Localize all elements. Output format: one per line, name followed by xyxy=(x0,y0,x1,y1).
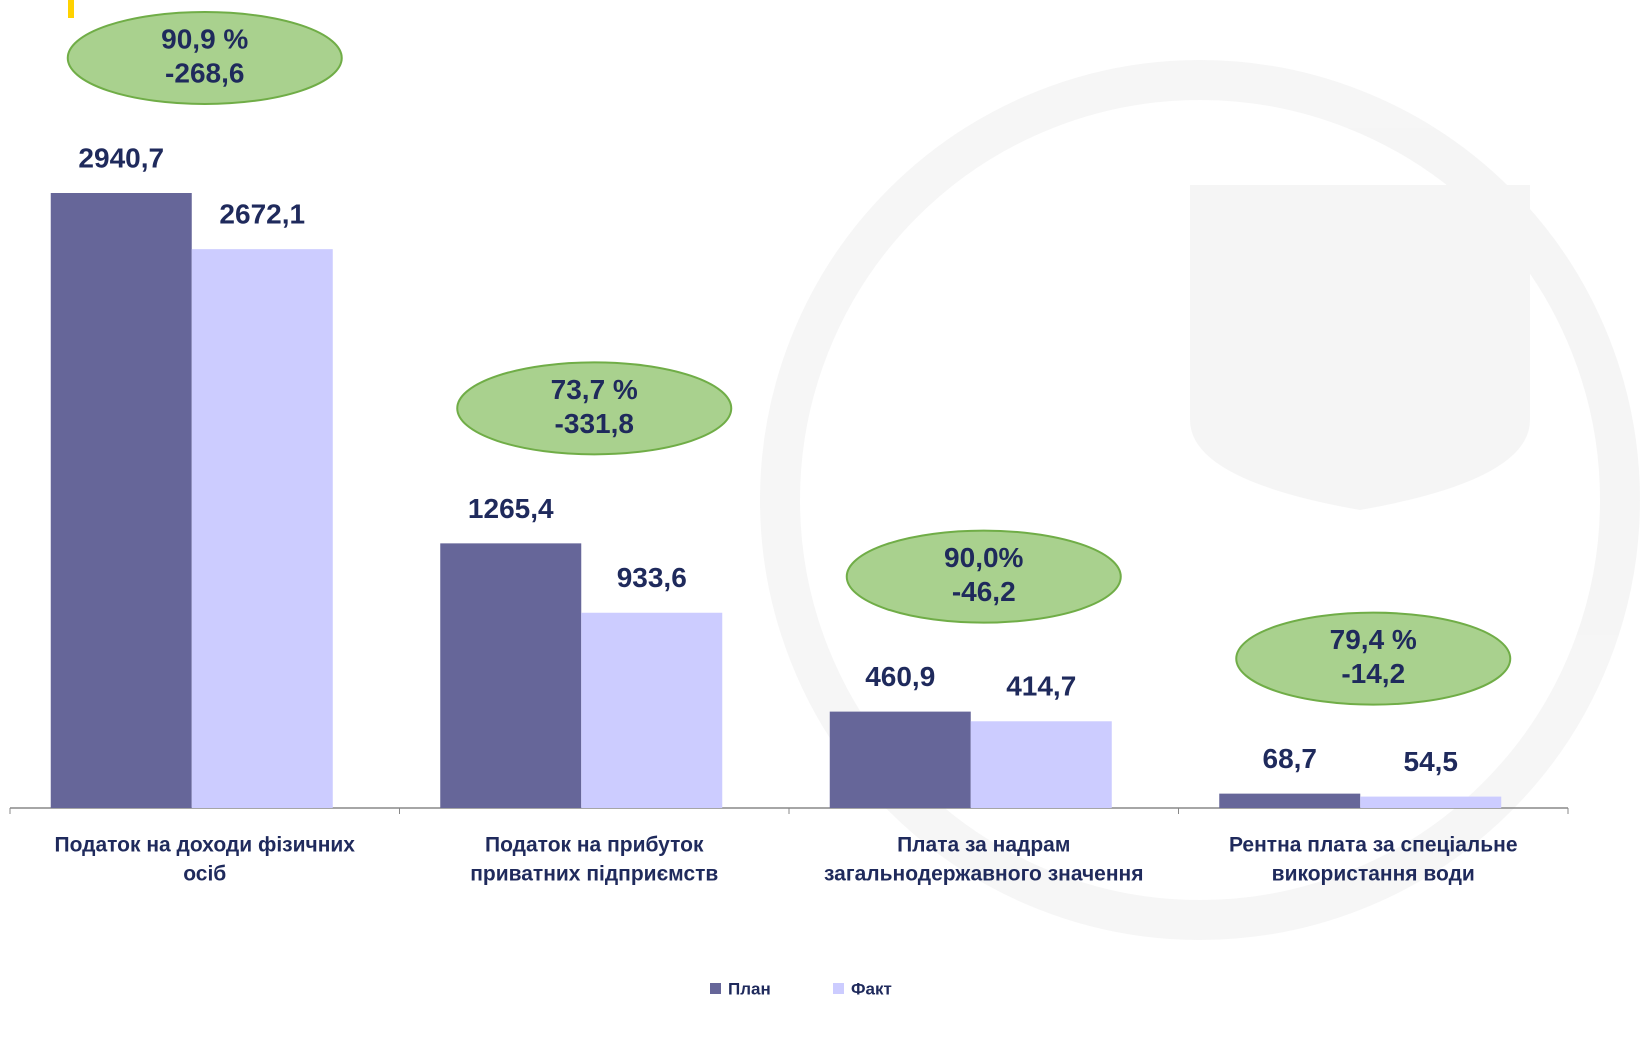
value-label: 1265,4 xyxy=(468,493,554,524)
value-label: 2940,7 xyxy=(78,142,164,173)
annotation-diff: -46,2 xyxy=(952,576,1016,607)
category-label: Плата за надрам xyxy=(897,834,1070,857)
bar xyxy=(970,721,1112,808)
bar xyxy=(829,711,971,808)
category-label: осіб xyxy=(183,863,226,886)
legend-swatch xyxy=(833,983,844,994)
accent-bar xyxy=(68,0,74,18)
value-label: 460,9 xyxy=(865,661,935,692)
annotation-bubble xyxy=(66,11,343,105)
bar xyxy=(50,193,192,808)
value-label: 414,7 xyxy=(1006,671,1076,702)
category-label: Податок на прибуток xyxy=(485,834,704,857)
value-label: 54,5 xyxy=(1404,746,1459,777)
category-label: Рентна плата за спеціальне xyxy=(1229,834,1518,857)
bar xyxy=(1219,793,1361,808)
bar xyxy=(581,612,723,808)
value-label: 933,6 xyxy=(617,562,687,593)
category-label: використання води xyxy=(1272,863,1475,886)
annotation-bubble xyxy=(845,529,1122,624)
category-label: загальнодержавного значення xyxy=(824,863,1143,886)
legend-swatch xyxy=(710,983,721,994)
bar xyxy=(1360,796,1502,808)
annotation-bubble xyxy=(1235,611,1512,706)
category-label: приватних підприємств xyxy=(470,863,718,886)
annotation-percent: 90,9 % xyxy=(161,23,248,54)
annotation-diff: -268,6 xyxy=(165,57,244,88)
annotation-percent: 90,0% xyxy=(944,542,1023,573)
watermark-emblem xyxy=(760,60,1640,940)
legend-label: План xyxy=(728,979,771,998)
legend-label: Факт xyxy=(851,979,892,998)
annotation-percent: 73,7 % xyxy=(551,374,638,405)
bar xyxy=(191,249,333,809)
annotation-bubble xyxy=(456,361,733,456)
annotation-percent: 79,4 % xyxy=(1330,624,1417,655)
bar xyxy=(440,543,582,808)
annotation-diff: -331,8 xyxy=(555,408,634,439)
annotation-diff: -14,2 xyxy=(1341,658,1405,689)
value-label: 2672,1 xyxy=(219,199,305,230)
category-label: Податок на доходи фізичних xyxy=(55,834,356,857)
value-label: 68,7 xyxy=(1263,743,1318,774)
